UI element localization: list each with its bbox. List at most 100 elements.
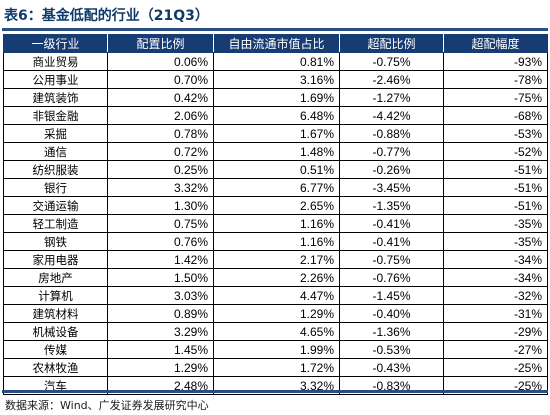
- free-float-share-cell: 1.48%: [213, 142, 340, 161]
- overweight-ratio-cell: -0.53%: [339, 340, 444, 359]
- free-float-share-cell: 6.77%: [213, 178, 340, 197]
- table-row: 轻工制造 0.75% 1.16% -0.41% -35%: [3, 214, 548, 233]
- column-header-overweight-ratio: 超配比例: [339, 34, 444, 53]
- overweight-magnitude-cell: -35%: [443, 214, 548, 233]
- table-row: 农林牧渔 1.29% 1.72% -0.43% -25%: [3, 358, 548, 377]
- industry-cell: 公用事业: [3, 70, 108, 89]
- table-header-row: 一级行业 配置比例 自由流通市值占比 超配比例 超配幅度: [3, 34, 548, 53]
- overweight-magnitude-cell: -35%: [443, 232, 548, 251]
- overweight-ratio-cell: -2.46%: [339, 70, 444, 89]
- overweight-ratio-cell: -1.35%: [339, 196, 444, 215]
- overweight-ratio-cell: -0.75%: [339, 250, 444, 269]
- industry-cell: 建筑装饰: [3, 88, 108, 107]
- industry-cell: 农林牧渔: [3, 358, 108, 377]
- free-float-share-cell: 0.81%: [213, 52, 340, 71]
- industry-cell: 交通运输: [3, 196, 108, 215]
- overweight-ratio-cell: -0.75%: [339, 52, 444, 71]
- table-row: 房地产 1.50% 2.26% -0.76% -34%: [3, 268, 548, 287]
- overweight-magnitude-cell: -75%: [443, 88, 548, 107]
- overweight-ratio-cell: -0.77%: [339, 142, 444, 161]
- free-float-share-cell: 1.16%: [213, 232, 340, 251]
- free-float-share-cell: 3.16%: [213, 70, 340, 89]
- overweight-ratio-cell: -0.88%: [339, 124, 444, 143]
- industry-cell: 钢铁: [3, 232, 108, 251]
- allocation-ratio-cell: 0.42%: [107, 88, 214, 107]
- underweight-industry-table: 一级行业 配置比例 自由流通市值占比 超配比例 超配幅度 商业贸易 0.06% 0.…: [3, 34, 548, 395]
- column-header-allocation-ratio: 配置比例: [107, 34, 214, 53]
- industry-cell: 家用电器: [3, 250, 108, 269]
- table-row: 采掘 0.78% 1.67% -0.88% -53%: [3, 124, 548, 143]
- allocation-ratio-cell: 1.50%: [107, 268, 214, 287]
- industry-cell: 建筑材料: [3, 304, 108, 323]
- industry-cell: 银行: [3, 178, 108, 197]
- overweight-magnitude-cell: -29%: [443, 322, 548, 341]
- top-rule: [2, 28, 548, 31]
- table-row: 机械设备 3.29% 4.65% -1.36% -29%: [3, 322, 548, 341]
- overweight-magnitude-cell: -51%: [443, 178, 548, 197]
- table-row: 传媒 1.45% 1.99% -0.53% -27%: [3, 340, 548, 359]
- overweight-magnitude-cell: -34%: [443, 268, 548, 287]
- overweight-magnitude-cell: -32%: [443, 286, 548, 305]
- industry-cell: 房地产: [3, 268, 108, 287]
- overweight-ratio-cell: -1.45%: [339, 286, 444, 305]
- overweight-magnitude-cell: -51%: [443, 160, 548, 179]
- allocation-ratio-cell: 3.32%: [107, 178, 214, 197]
- industry-cell: 传媒: [3, 340, 108, 359]
- overweight-ratio-cell: -0.41%: [339, 214, 444, 233]
- overweight-ratio-cell: -0.40%: [339, 304, 444, 323]
- industry-cell: 轻工制造: [3, 214, 108, 233]
- overweight-magnitude-cell: -93%: [443, 52, 548, 71]
- free-float-share-cell: 1.29%: [213, 304, 340, 323]
- allocation-ratio-cell: 0.06%: [107, 52, 214, 71]
- industry-cell: 采掘: [3, 124, 108, 143]
- allocation-ratio-cell: 0.75%: [107, 214, 214, 233]
- industry-cell: 纺织服装: [3, 160, 108, 179]
- table-row: 家用电器 1.42% 2.17% -0.75% -34%: [3, 250, 548, 269]
- allocation-ratio-cell: 3.29%: [107, 322, 214, 341]
- overweight-ratio-cell: -0.26%: [339, 160, 444, 179]
- free-float-share-cell: 1.67%: [213, 124, 340, 143]
- allocation-ratio-cell: 0.70%: [107, 70, 214, 89]
- industry-cell: 计算机: [3, 286, 108, 305]
- free-float-share-cell: 4.47%: [213, 286, 340, 305]
- allocation-ratio-cell: 0.89%: [107, 304, 214, 323]
- overweight-magnitude-cell: -68%: [443, 106, 548, 125]
- free-float-share-cell: 1.72%: [213, 358, 340, 377]
- overweight-magnitude-cell: -31%: [443, 304, 548, 323]
- overweight-magnitude-cell: -34%: [443, 250, 548, 269]
- table-row: 建筑材料 0.89% 1.29% -0.40% -31%: [3, 304, 548, 323]
- source-note: 数据来源：Wind、广发证券发展研究中心: [5, 399, 209, 412]
- industry-cell: 通信: [3, 142, 108, 161]
- allocation-ratio-cell: 1.45%: [107, 340, 214, 359]
- overweight-magnitude-cell: -53%: [443, 124, 548, 143]
- overweight-ratio-cell: -0.41%: [339, 232, 444, 251]
- overweight-ratio-cell: -1.27%: [339, 88, 444, 107]
- table-row: 建筑装饰 0.42% 1.69% -1.27% -75%: [3, 88, 548, 107]
- industry-cell: 非银金融: [3, 106, 108, 125]
- table-row: 银行 3.32% 6.77% -3.45% -51%: [3, 178, 548, 197]
- allocation-ratio-cell: 1.42%: [107, 250, 214, 269]
- allocation-ratio-cell: 0.72%: [107, 142, 214, 161]
- free-float-share-cell: 0.51%: [213, 160, 340, 179]
- bottom-rule: [2, 390, 548, 393]
- overweight-ratio-cell: -1.36%: [339, 322, 444, 341]
- overweight-ratio-cell: -0.76%: [339, 268, 444, 287]
- overweight-ratio-cell: -3.45%: [339, 178, 444, 197]
- free-float-share-cell: 1.99%: [213, 340, 340, 359]
- column-header-overweight-magnitude: 超配幅度: [443, 34, 548, 53]
- overweight-magnitude-cell: -25%: [443, 358, 548, 377]
- allocation-ratio-cell: 0.78%: [107, 124, 214, 143]
- table-row: 钢铁 0.76% 1.16% -0.41% -35%: [3, 232, 548, 251]
- table-body: 商业贸易 0.06% 0.81% -0.75% -93% 公用事业 0.70% 3.16% -2…: [3, 52, 548, 395]
- overweight-magnitude-cell: -52%: [443, 142, 548, 161]
- allocation-ratio-cell: 1.29%: [107, 358, 214, 377]
- free-float-share-cell: 1.16%: [213, 214, 340, 233]
- free-float-share-cell: 2.65%: [213, 196, 340, 215]
- free-float-share-cell: 6.48%: [213, 106, 340, 125]
- table-row: 非银金融 2.06% 6.48% -4.42% -68%: [3, 106, 548, 125]
- allocation-ratio-cell: 1.30%: [107, 196, 214, 215]
- table-row: 交通运输 1.30% 2.65% -1.35% -51%: [3, 196, 548, 215]
- table-row: 纺织服装 0.25% 0.51% -0.26% -51%: [3, 160, 548, 179]
- allocation-ratio-cell: 3.03%: [107, 286, 214, 305]
- free-float-share-cell: 4.65%: [213, 322, 340, 341]
